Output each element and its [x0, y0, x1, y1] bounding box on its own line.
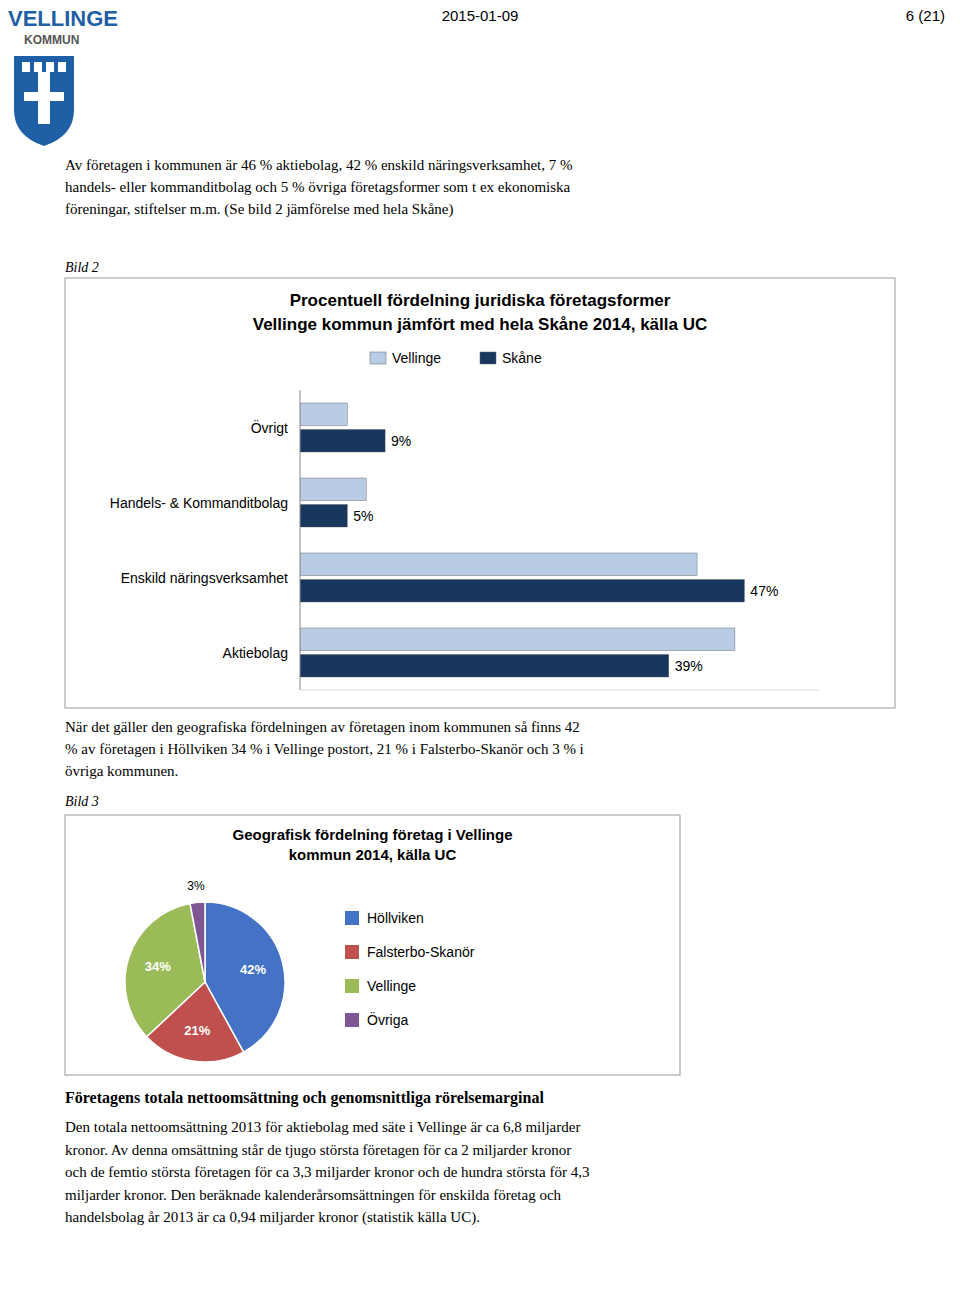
bar-chart: Procentuell fördelning juridiska företag… — [65, 278, 895, 708]
legend: Höllviken Falsterbo-Skanör Vellinge Övriga — [345, 910, 475, 1028]
pie-chart: Geografisk fördelning företag i Vellinge… — [65, 815, 680, 1075]
legend-label: Falsterbo-Skanör — [367, 944, 475, 960]
data-label: 9% — [391, 433, 411, 449]
header-page: 6 (21) — [906, 7, 945, 24]
bar — [300, 478, 366, 501]
figure-label: Bild 3 — [65, 794, 99, 809]
slice — [125, 903, 205, 1036]
logo-shield — [22, 62, 30, 72]
logo-text: KOMMUN — [24, 33, 79, 47]
bar — [300, 553, 697, 576]
legend-swatch — [345, 1013, 359, 1027]
header-date: 2015-01-09 — [442, 7, 519, 24]
data-label: 3% — [187, 879, 205, 893]
data-label: 5% — [353, 508, 373, 524]
bar — [300, 580, 744, 603]
data-label: 42% — [240, 962, 266, 977]
data-label: 34% — [145, 959, 171, 974]
logo-shield — [14, 56, 74, 146]
legend-swatch — [370, 352, 386, 364]
legend-label: Höllviken — [367, 910, 424, 926]
legend-swatch — [345, 979, 359, 993]
legend-label: Skåne — [502, 350, 542, 366]
chart-title: Procentuell fördelning juridiska företag… — [290, 291, 671, 310]
figure-label: Bild 2 — [65, 260, 99, 275]
data-labels: 42% 21% 34% 3% — [145, 879, 267, 1038]
bar — [300, 430, 385, 453]
section-title: Företagens totala nettoomsättning och ge… — [65, 1089, 544, 1107]
legend-label: Vellinge — [367, 978, 416, 994]
logo-shield — [58, 62, 66, 72]
axis-line — [300, 690, 820, 691]
bars — [300, 403, 744, 677]
category-label: Övrigt — [251, 419, 288, 436]
logo-shield — [14, 56, 74, 146]
logo-shield — [24, 92, 64, 101]
body-text: Av företagen i kommunen är 46 % aktiebol… — [65, 157, 573, 173]
body-text: När det gäller den geografiska fördelnin… — [65, 719, 580, 735]
body-text: Den totala nettoomsättning 2013 för akti… — [65, 1119, 580, 1135]
data-labels: 9% 5% 47% 39% — [353, 433, 778, 674]
body-text: miljarder kronor. Den beräknade kalender… — [65, 1187, 562, 1203]
bar — [300, 403, 347, 426]
legend-swatch — [480, 352, 496, 364]
category-label: Handels- & Kommanditbolag — [110, 495, 288, 511]
logo-shield — [34, 62, 42, 72]
chart-subtitle: kommun 2014, källa UC — [289, 846, 457, 863]
axis-line — [300, 390, 301, 690]
page: VELLINGE KOMMUN 2015-01-09 6 (21) Av företag… — [0, 0, 960, 1308]
chart-subtitle: Vellinge kommun jämfört med hela Skåne 2… — [253, 315, 707, 334]
data-label: 39% — [675, 658, 703, 674]
category-label: Aktiebolag — [223, 645, 288, 661]
data-label: 47% — [750, 583, 778, 599]
chart-title: Geografisk fördelning företag i Vellinge — [232, 826, 512, 843]
body-text: övriga kommunen. — [65, 763, 178, 779]
bar — [300, 655, 669, 678]
background — [0, 0, 960, 1308]
slice — [190, 902, 205, 982]
body-text: och de femtio största företagen för ca 3… — [65, 1164, 589, 1180]
logo-text: VELLINGE — [8, 6, 118, 31]
legend: Vellinge Skåne — [370, 350, 542, 366]
body-text: % av företagen i Höllviken 34 % i Vellin… — [65, 741, 584, 757]
bar — [300, 628, 735, 651]
legend-label: Övriga — [367, 1011, 408, 1028]
body-text: handelsbolag år 2013 är ca 0,94 miljarde… — [65, 1209, 480, 1226]
legend-label: Vellinge — [392, 350, 441, 366]
chart-frame — [65, 815, 680, 1075]
bar — [300, 505, 347, 528]
body-text: föreningar, stiftelser m.m. (Se bild 2 j… — [65, 201, 453, 218]
logo-shield — [46, 62, 54, 72]
legend-swatch — [345, 911, 359, 925]
body-text: kronor. Av denna omsättning står de tjug… — [65, 1142, 571, 1158]
slices — [125, 902, 285, 1062]
category-label: Enskild näringsverksamhet — [121, 570, 288, 586]
chart-frame — [65, 278, 895, 708]
legend-swatch — [345, 945, 359, 959]
body-text: handels- eller kommanditbolag och 5 % öv… — [65, 179, 571, 195]
data-label: 21% — [184, 1023, 210, 1038]
